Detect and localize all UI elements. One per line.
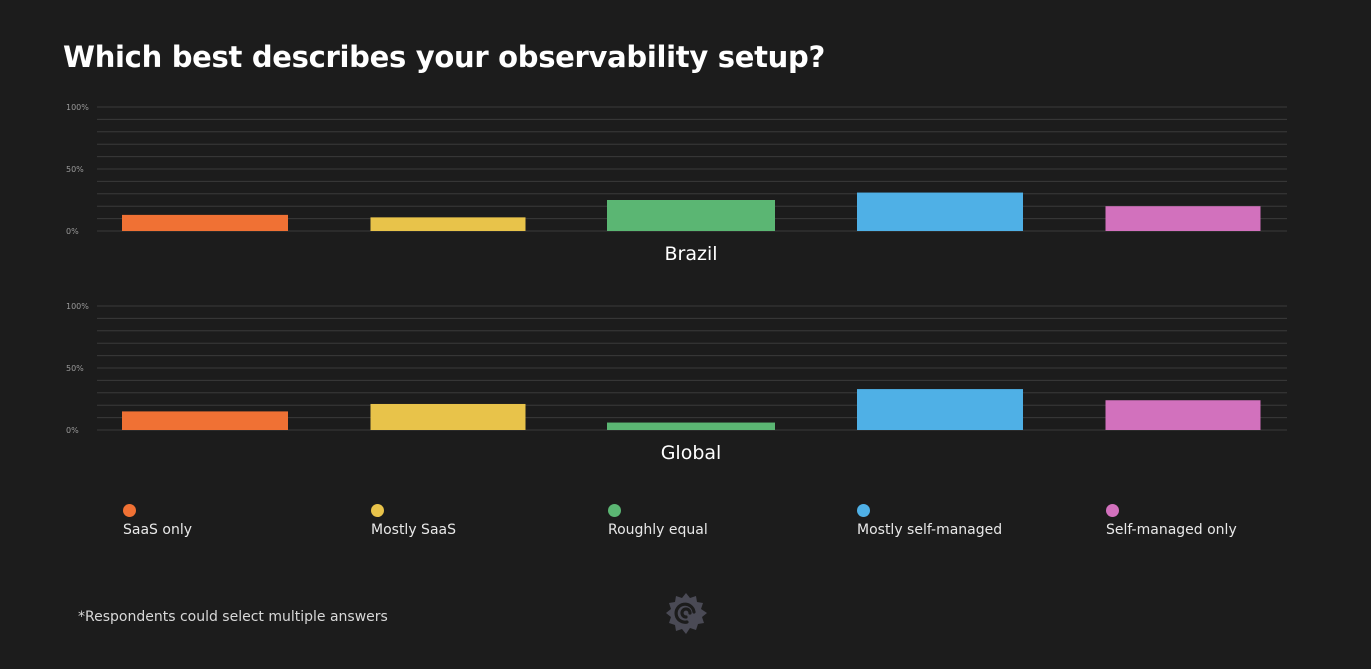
y-tick-label: 100%	[66, 103, 89, 112]
bar-roughly-equal	[607, 422, 775, 430]
chart-panel-brazil: 0% 50% 100% Brazil	[66, 103, 1287, 265]
bar-roughly-equal	[607, 200, 775, 231]
legend-dot	[857, 504, 870, 517]
y-tick-label: 0%	[66, 426, 79, 435]
legend-item-self-managed-only: Self-managed only	[1106, 504, 1237, 538]
bar-mostly-self-managed	[857, 192, 1023, 231]
page-title: Which best describes your observability …	[63, 40, 825, 74]
legend-label: SaaS only	[123, 522, 192, 538]
y-tick-label: 0%	[66, 227, 79, 236]
legend-item-mostly-self-managed: Mostly self-managed	[857, 504, 1002, 538]
legend-item-saas-only: SaaS only	[123, 504, 192, 538]
y-tick-label: 50%	[66, 165, 84, 174]
legend-dot	[123, 504, 136, 517]
bar-saas-only	[122, 411, 288, 430]
legend-label: Roughly equal	[608, 522, 708, 538]
bar-mostly-self-managed	[857, 389, 1023, 430]
bar-saas-only	[122, 214, 288, 231]
legend-dot	[1106, 504, 1119, 517]
chart-subtitle: Global	[661, 442, 722, 464]
bar-self-managed-only	[1105, 206, 1261, 231]
bar-self-managed-only	[1105, 400, 1261, 430]
legend-item-roughly-equal: Roughly equal	[608, 504, 708, 538]
y-tick-label: 50%	[66, 364, 84, 373]
chart-subtitle: Brazil	[664, 243, 717, 265]
legend-dot	[608, 504, 621, 517]
bar-mostly-saas	[370, 403, 526, 430]
legend-item-mostly-saas: Mostly SaaS	[371, 504, 456, 538]
footnote: *Respondents could select multiple answe…	[78, 609, 388, 625]
legend-label: Mostly self-managed	[857, 522, 1003, 538]
grafana-icon	[666, 593, 707, 634]
legend-dot	[371, 504, 384, 517]
bar-mostly-saas	[370, 217, 526, 231]
y-tick-label: 100%	[66, 302, 89, 311]
legend-label: Mostly SaaS	[371, 522, 456, 538]
chart-panel-global: 0% 50% 100% Global	[66, 302, 1287, 464]
legend-label: Self-managed only	[1106, 522, 1237, 538]
